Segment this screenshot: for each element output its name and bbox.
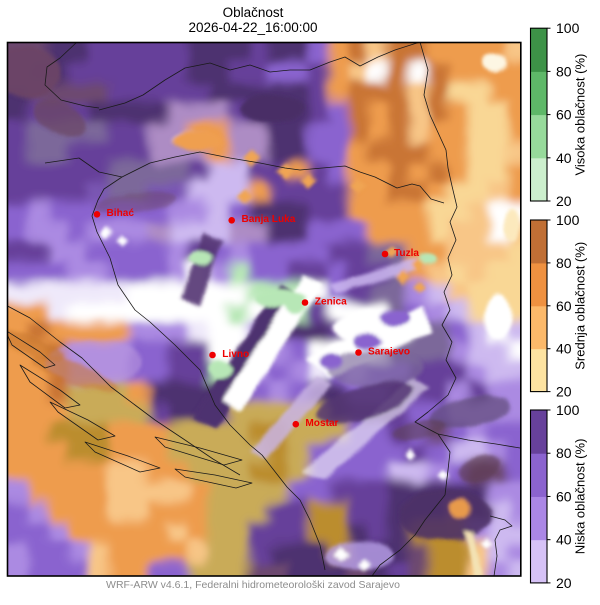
svg-text:Oblačnost: Oblačnost	[223, 5, 284, 20]
svg-text:2026-04-22_16:00:00: 2026-04-22_16:00:00	[188, 20, 317, 35]
svg-text:Banja Luka: Banja Luka	[242, 214, 296, 225]
svg-text:Livno: Livno	[222, 349, 249, 360]
svg-text:WRF-ARW v4.6.1, Federalni hidr: WRF-ARW v4.6.1, Federalni hidrometeorolo…	[106, 579, 400, 591]
svg-text:60: 60	[556, 488, 572, 504]
svg-text:40: 40	[556, 341, 572, 357]
svg-text:100: 100	[556, 20, 580, 36]
svg-text:Niska oblačnost (%): Niska oblačnost (%)	[573, 439, 588, 555]
svg-text:60: 60	[556, 298, 572, 314]
svg-text:80: 80	[556, 445, 572, 461]
svg-text:80: 80	[556, 255, 572, 271]
svg-text:20: 20	[556, 384, 572, 400]
svg-text:100: 100	[556, 212, 580, 228]
svg-text:Tuzla: Tuzla	[394, 248, 419, 259]
svg-text:20: 20	[556, 575, 572, 591]
svg-text:Mostar: Mostar	[305, 418, 338, 429]
svg-text:60: 60	[556, 107, 572, 123]
svg-text:80: 80	[556, 63, 572, 79]
svg-text:Bihać: Bihać	[107, 208, 135, 219]
svg-text:Sarajevo: Sarajevo	[368, 346, 410, 357]
svg-text:20: 20	[556, 193, 572, 209]
svg-text:40: 40	[556, 150, 572, 166]
svg-text:100: 100	[556, 402, 580, 418]
svg-text:Srednja oblačnost (%): Srednja oblačnost (%)	[573, 242, 588, 370]
svg-text:40: 40	[556, 532, 572, 548]
svg-text:Zenica: Zenica	[315, 296, 347, 307]
svg-text:Visoka oblačnost (%): Visoka oblačnost (%)	[573, 54, 588, 176]
